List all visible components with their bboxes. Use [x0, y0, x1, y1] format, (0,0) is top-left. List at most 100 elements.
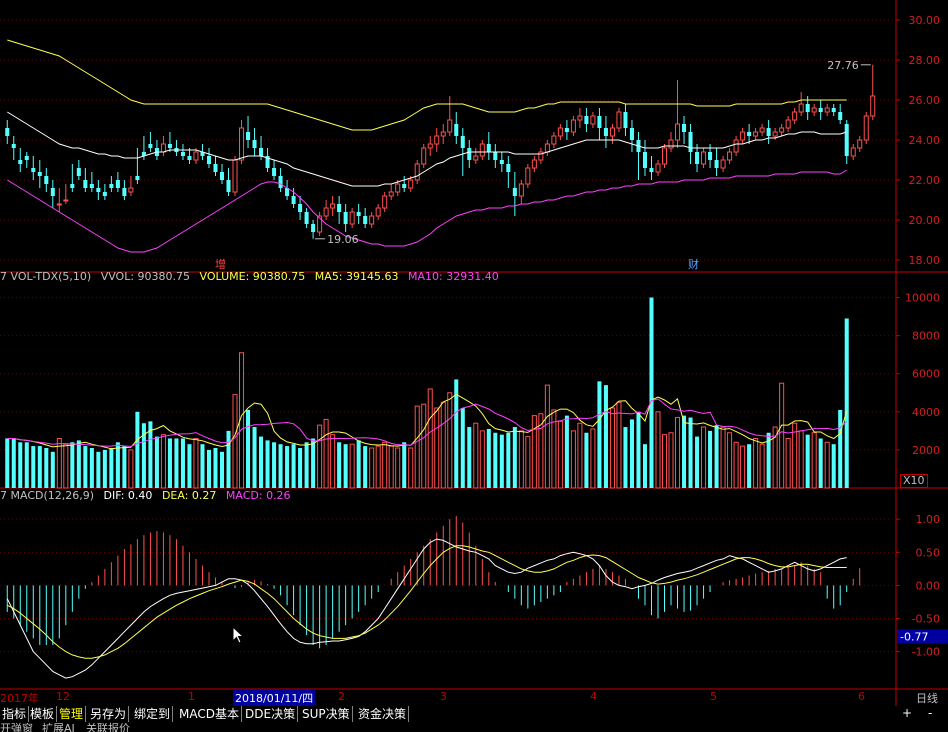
candle[interactable] [577, 108, 583, 128]
candle[interactable] [531, 156, 537, 172]
candle[interactable] [798, 92, 804, 116]
candle[interactable] [649, 156, 654, 180]
volume-panel[interactable] [0, 297, 896, 489]
candle[interactable] [63, 184, 69, 204]
candle[interactable] [76, 160, 81, 180]
candle[interactable] [603, 116, 608, 148]
candle[interactable] [213, 156, 218, 176]
event-marker-finance[interactable]: 财 [688, 257, 699, 271]
candle[interactable] [148, 132, 153, 152]
candle[interactable] [382, 192, 388, 212]
candle[interactable] [167, 132, 172, 152]
candle[interactable] [473, 148, 479, 164]
candle[interactable] [668, 132, 674, 152]
macd-indicator-name[interactable]: 7 MACD(12,26,9) [0, 489, 95, 502]
candle[interactable] [623, 104, 628, 136]
candle[interactable] [311, 220, 316, 239]
candle[interactable] [682, 116, 687, 144]
candle[interactable] [747, 124, 752, 144]
tab-indicator[interactable]: 指标 [0, 706, 30, 722]
candle[interactable] [785, 116, 791, 132]
candle[interactable] [512, 172, 517, 216]
candle[interactable] [135, 148, 140, 184]
candle[interactable] [414, 160, 420, 184]
tab-sup[interactable]: SUP决策 [300, 706, 353, 722]
candle[interactable] [304, 208, 309, 228]
candle[interactable] [551, 132, 557, 148]
tab-bind-to[interactable]: 绑定到 [132, 706, 174, 722]
candle[interactable] [714, 148, 719, 176]
candle[interactable] [688, 124, 693, 164]
candle[interactable] [779, 124, 785, 136]
tab-manage[interactable]: 管理 [57, 706, 87, 722]
candle[interactable] [434, 128, 440, 152]
candle[interactable] [330, 196, 336, 216]
candle[interactable] [570, 116, 576, 136]
candle[interactable] [265, 148, 270, 172]
candle[interactable] [226, 168, 231, 196]
candle[interactable] [609, 124, 615, 144]
tab-dde[interactable]: DDE决策 [243, 706, 299, 722]
candle[interactable] [115, 172, 120, 192]
candle[interactable] [740, 128, 746, 144]
candle[interactable] [83, 168, 88, 192]
candle[interactable] [363, 208, 368, 228]
candle[interactable] [291, 188, 296, 208]
tab-save-as[interactable]: 另存为 [88, 706, 130, 722]
candle[interactable] [460, 128, 465, 176]
candle[interactable] [219, 164, 225, 184]
candle[interactable] [467, 140, 472, 168]
candle[interactable] [272, 160, 277, 180]
zoom-in-button[interactable]: + [902, 706, 913, 720]
candle[interactable] [597, 108, 602, 140]
candle[interactable] [616, 108, 622, 132]
candle[interactable] [18, 148, 23, 172]
candle[interactable] [337, 196, 342, 224]
candle[interactable] [720, 156, 726, 172]
candle[interactable] [239, 120, 245, 164]
candle[interactable] [831, 104, 836, 116]
candle[interactable] [122, 180, 127, 200]
candle[interactable] [70, 164, 75, 192]
candle[interactable] [584, 108, 589, 132]
candle[interactable] [499, 152, 504, 172]
candle[interactable] [538, 148, 544, 164]
candle[interactable] [727, 148, 733, 164]
candle[interactable] [850, 144, 856, 160]
candle[interactable] [792, 108, 798, 124]
candle[interactable] [317, 212, 323, 236]
candle[interactable] [278, 168, 283, 192]
candle[interactable] [128, 176, 134, 196]
date-axis[interactable]: 2017年 12 1 2 3 4 5 6 2018/01/11/四 日线 [0, 689, 948, 706]
candle[interactable] [298, 196, 303, 220]
candle[interactable] [356, 204, 361, 224]
candle[interactable] [544, 140, 550, 156]
zoom-out-button[interactable]: - [928, 706, 933, 720]
tab-template[interactable]: 模板 [28, 706, 58, 722]
candle[interactable] [427, 136, 433, 156]
candle[interactable] [109, 176, 114, 192]
candle[interactable] [454, 112, 459, 144]
candle[interactable] [343, 204, 348, 232]
candle[interactable] [701, 148, 707, 168]
candle[interactable] [506, 156, 511, 188]
candle[interactable] [811, 104, 817, 116]
candle[interactable] [395, 180, 401, 196]
candle[interactable] [479, 140, 485, 160]
candle[interactable] [675, 80, 681, 148]
price-panel[interactable]: 27.76 19.06 增 财 [0, 19, 896, 271]
candle[interactable] [766, 120, 771, 144]
candle[interactable] [759, 124, 765, 136]
candle[interactable] [375, 204, 381, 220]
candle[interactable] [96, 180, 101, 200]
candle[interactable] [11, 136, 16, 160]
candle[interactable] [518, 180, 524, 204]
candle[interactable] [369, 212, 375, 228]
candle[interactable] [733, 136, 739, 156]
vol-indicator-name[interactable]: 7 VOL-TDX(5,10) [0, 270, 92, 283]
candle[interactable] [447, 96, 453, 136]
candle[interactable] [695, 144, 700, 172]
period-label[interactable]: 日线 [916, 692, 938, 705]
candle[interactable] [323, 200, 329, 220]
candle[interactable] [193, 148, 199, 164]
